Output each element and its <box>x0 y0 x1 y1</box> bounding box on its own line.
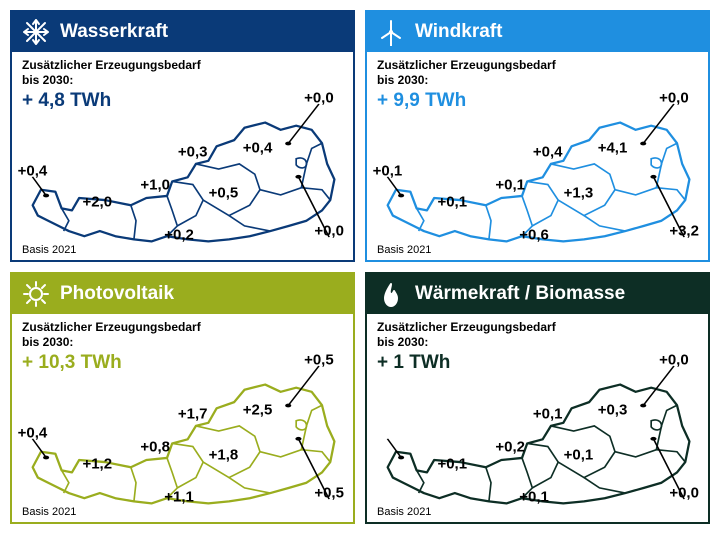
region-value-oberoesterreich: +0,1 <box>532 405 564 422</box>
region-value-kaernten: +0,2 <box>163 227 195 244</box>
panel-body: Zusätzlicher Erzeugungsbedarf bis 2030: … <box>12 314 353 522</box>
panel-title: Windkraft <box>415 21 502 43</box>
panel-wasserkraft: Wasserkraft Zusätzlicher Erzeugungsbedar… <box>10 10 355 262</box>
region-value-niederoesterreich: +2,5 <box>242 401 274 418</box>
wind-turbine-icon <box>377 18 405 46</box>
region-value-tirol: +0,1 <box>436 193 468 210</box>
region-value-burgenland: +0,0 <box>668 484 700 501</box>
subtitle-line2: bis 2030: <box>22 73 343 88</box>
region-value-burgenland: +0,5 <box>313 484 345 501</box>
total-value: + 4,8 TWh <box>22 90 343 112</box>
region-value-steiermark: +0,1 <box>563 447 595 464</box>
region-value-salzburg: +1,0 <box>139 177 171 194</box>
region-value-salzburg: +0,1 <box>494 177 526 194</box>
region-value-vorarlberg: +0,4 <box>17 162 49 179</box>
panel-title: Wärmekraft / Biomasse <box>415 283 625 305</box>
subtitle-line2: bis 2030: <box>377 335 698 350</box>
basis-label: Basis 2021 <box>377 506 431 518</box>
region-value-burgenland: +0,0 <box>313 222 345 239</box>
basis-label: Basis 2021 <box>22 244 76 256</box>
subtitle-line2: bis 2030: <box>377 73 698 88</box>
region-value-kaernten: +1,1 <box>163 489 195 506</box>
region-value-salzburg: +0,8 <box>139 439 171 456</box>
region-value-salzburg: +0,2 <box>494 439 526 456</box>
region-value-vorarlberg: +0,4 <box>17 424 49 441</box>
region-value-oberoesterreich: +0,3 <box>177 143 209 160</box>
panel-title: Photovoltaik <box>60 283 174 305</box>
region-value-niederoesterreich: +0,4 <box>242 139 274 156</box>
panel-title: Wasserkraft <box>60 21 168 43</box>
region-value-oberoesterreich: +0,4 <box>532 143 564 160</box>
panel-windkraft: Windkraft Zusätzlicher Erzeugungsbedarf … <box>365 10 710 262</box>
region-value-steiermark: +1,3 <box>563 185 595 202</box>
region-value-niederoesterreich: +0,3 <box>597 401 629 418</box>
flame-icon <box>377 280 405 308</box>
panel-header: Wärmekraft / Biomasse <box>367 274 708 314</box>
panel-body: Zusätzlicher Erzeugungsbedarf bis 2030: … <box>367 52 708 260</box>
region-value-kaernten: +0,1 <box>518 489 550 506</box>
subtitle-line1: Zusätzlicher Erzeugungsbedarf <box>377 320 698 335</box>
region-value-steiermark: +1,8 <box>208 447 240 464</box>
subtitle-line1: Zusätzlicher Erzeugungsbedarf <box>377 58 698 73</box>
region-value-kaernten: +0,6 <box>518 227 550 244</box>
panel-photovoltaik: Photovoltaik Zusätzlicher Erzeugungsbeda… <box>10 272 355 524</box>
region-value-steiermark: +0,5 <box>208 185 240 202</box>
subtitle-line1: Zusätzlicher Erzeugungsbedarf <box>22 320 343 335</box>
region-value-tirol: +0,1 <box>436 455 468 472</box>
total-value: + 10,3 TWh <box>22 352 343 374</box>
total-value: + 9,9 TWh <box>377 90 698 112</box>
basis-label: Basis 2021 <box>377 244 431 256</box>
panel-header: Photovoltaik <box>12 274 353 314</box>
region-value-tirol: +1,2 <box>81 455 113 472</box>
subtitle-line1: Zusätzlicher Erzeugungsbedarf <box>22 58 343 73</box>
total-value: + 1 TWh <box>377 352 698 374</box>
region-value-tirol: +2,0 <box>81 193 113 210</box>
panel-body: Zusätzlicher Erzeugungsbedarf bis 2030: … <box>12 52 353 260</box>
panel-biomasse: Wärmekraft / Biomasse Zusätzlicher Erzeu… <box>365 272 710 524</box>
region-value-oberoesterreich: +1,7 <box>177 405 209 422</box>
region-value-vorarlberg: +0,1 <box>372 162 404 179</box>
snowflake-icon <box>22 18 50 46</box>
panel-body: Zusätzlicher Erzeugungsbedarf bis 2030: … <box>367 314 708 522</box>
subtitle-line2: bis 2030: <box>22 335 343 350</box>
region-value-burgenland: +3,2 <box>668 222 700 239</box>
sun-icon <box>22 280 50 308</box>
region-value-niederoesterreich: +4,1 <box>597 139 629 156</box>
panel-header: Wasserkraft <box>12 12 353 52</box>
panel-header: Windkraft <box>367 12 708 52</box>
basis-label: Basis 2021 <box>22 506 76 518</box>
